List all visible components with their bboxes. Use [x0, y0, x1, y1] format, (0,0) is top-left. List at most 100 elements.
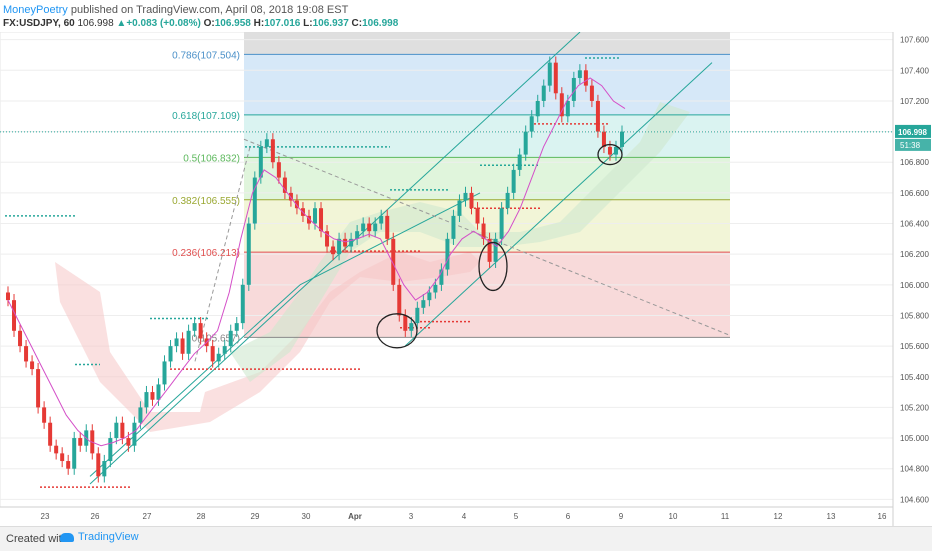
y-tick-label-7: 106.200 [900, 250, 929, 259]
candle-body-79 [481, 223, 486, 239]
candle-body-10 [66, 461, 71, 469]
candle-body-23 [144, 392, 149, 408]
channel-lower-1 [89, 284, 301, 477]
change-value: +0.083 (+0.08%) [126, 18, 201, 29]
candle-body-77 [469, 192, 474, 209]
candle-body-28 [174, 338, 179, 347]
candle-body-88 [535, 100, 540, 117]
candle-body-96 [583, 70, 588, 86]
y-tick-label-11: 105.400 [900, 373, 929, 382]
candle-body-17 [108, 438, 113, 462]
candle-body-74 [451, 215, 456, 239]
fib-label-5: 0(105.657) [192, 333, 240, 344]
candle-body-16 [102, 461, 107, 477]
candle-body-70 [427, 292, 432, 301]
countdown-badge-label: 51:38 [900, 141, 921, 150]
x-tick-label-13: 11 [721, 512, 730, 521]
candle-body-101 [613, 146, 618, 155]
fib-label-2: 0.5(106.832) [183, 153, 240, 164]
candle-body-82 [499, 208, 504, 239]
candle-body-53 [325, 231, 330, 247]
candle-body-43 [264, 139, 269, 147]
author-link[interactable]: MoneyPoetry [3, 4, 68, 16]
fib-zone-1 [244, 54, 730, 115]
candle-body-60 [367, 223, 372, 232]
channel-mid [299, 192, 481, 286]
candle-body-38 [234, 323, 239, 331]
candle-body-37 [228, 330, 233, 347]
x-tick-label-5: 30 [302, 512, 311, 521]
candle-body-36 [222, 346, 227, 354]
candle-body-81 [493, 238, 498, 262]
x-tick-label-2: 27 [143, 512, 152, 521]
candle-body-62 [379, 215, 384, 224]
tradingview-cloud-icon [60, 532, 74, 542]
y-tick-label-5: 106.600 [900, 189, 929, 198]
last-price-badge-label: 106.998 [898, 128, 927, 137]
fib-zone-0 [244, 32, 730, 55]
candle-body-65 [397, 284, 402, 316]
footer-bar: Created with TradingView [0, 526, 932, 551]
x-tick-label-16: 16 [878, 512, 887, 521]
open-value: 106.958 [214, 18, 251, 29]
candle-body-66 [403, 315, 408, 331]
x-tick-label-10: 6 [566, 512, 571, 521]
candle-body-98 [595, 100, 600, 132]
annotation-circle-3 [597, 143, 623, 166]
candle-body-56 [343, 238, 348, 247]
candle-body-29 [180, 338, 185, 354]
chart-header: MoneyPoetry published on TradingView.com… [0, 0, 932, 32]
candle-body-54 [331, 246, 336, 255]
price-chart[interactable]: 0.786(107.504) 0.618(107.109) 0.5(106.832)… [0, 32, 932, 526]
candle-body-94 [571, 77, 576, 101]
candle-body-90 [547, 62, 552, 86]
last-price-value: 106.998 [77, 18, 114, 29]
candle-body-19 [120, 422, 125, 439]
y-tick-label-1: 107.400 [900, 66, 929, 75]
candle-body-63 [385, 215, 390, 239]
candle-body-5 [36, 369, 41, 408]
candle-body-84 [511, 169, 516, 193]
candle-body-20 [126, 438, 131, 446]
candle-body-9 [60, 453, 65, 462]
cloud-red [55, 252, 480, 432]
published-text: published on TradingView.com, April 08, … [67, 4, 349, 16]
candle-body-67 [409, 323, 414, 331]
tradingview-brand[interactable]: TradingView [60, 531, 139, 543]
fib-label-4: 0.236(106.213) [172, 248, 240, 259]
candle-body-12 [78, 438, 83, 446]
close-label: C: [351, 18, 363, 29]
x-tick-label-11: 9 [619, 512, 624, 521]
x-tick-label-12: 10 [669, 512, 678, 521]
candle-body-11 [72, 438, 77, 469]
candle-body-50 [306, 215, 311, 224]
fib-label-1: 0.618(107.109) [172, 111, 240, 122]
y-tick-label-10: 105.600 [900, 342, 929, 351]
candle-body-78 [475, 208, 480, 224]
candle-body-52 [319, 208, 324, 232]
candle-body-83 [505, 192, 510, 209]
created-with-text: Created with [6, 533, 68, 545]
candle-body-95 [577, 70, 582, 78]
candle-body-7 [48, 422, 53, 446]
candle-body-61 [373, 223, 378, 232]
x-tick-label-8: 4 [462, 512, 467, 521]
close-value: 106.998 [362, 18, 399, 29]
candle-body-76 [463, 192, 468, 201]
candle-body-64 [391, 238, 396, 285]
x-tick-label-15: 13 [827, 512, 836, 521]
candle-body-39 [240, 284, 245, 324]
candle-body-102 [620, 131, 624, 147]
countdown-badge [895, 138, 931, 151]
x-tick-label-14: 12 [774, 512, 783, 521]
high-value: 107.016 [264, 18, 301, 29]
fib-label-3: 0.382(106.555) [172, 196, 240, 207]
x-tick-label-3: 28 [197, 512, 206, 521]
dashed-fib-anchor [194, 146, 251, 362]
candle-body-100 [607, 146, 612, 155]
symbol-line: FX:USDJPY, 60 106.998 ▲+0.083 (+0.08%) O… [3, 18, 398, 29]
candle-body-69 [421, 300, 426, 308]
y-tick-label-6: 106.400 [900, 220, 929, 229]
candle-body-97 [589, 85, 594, 101]
last-price-badge [895, 124, 931, 138]
